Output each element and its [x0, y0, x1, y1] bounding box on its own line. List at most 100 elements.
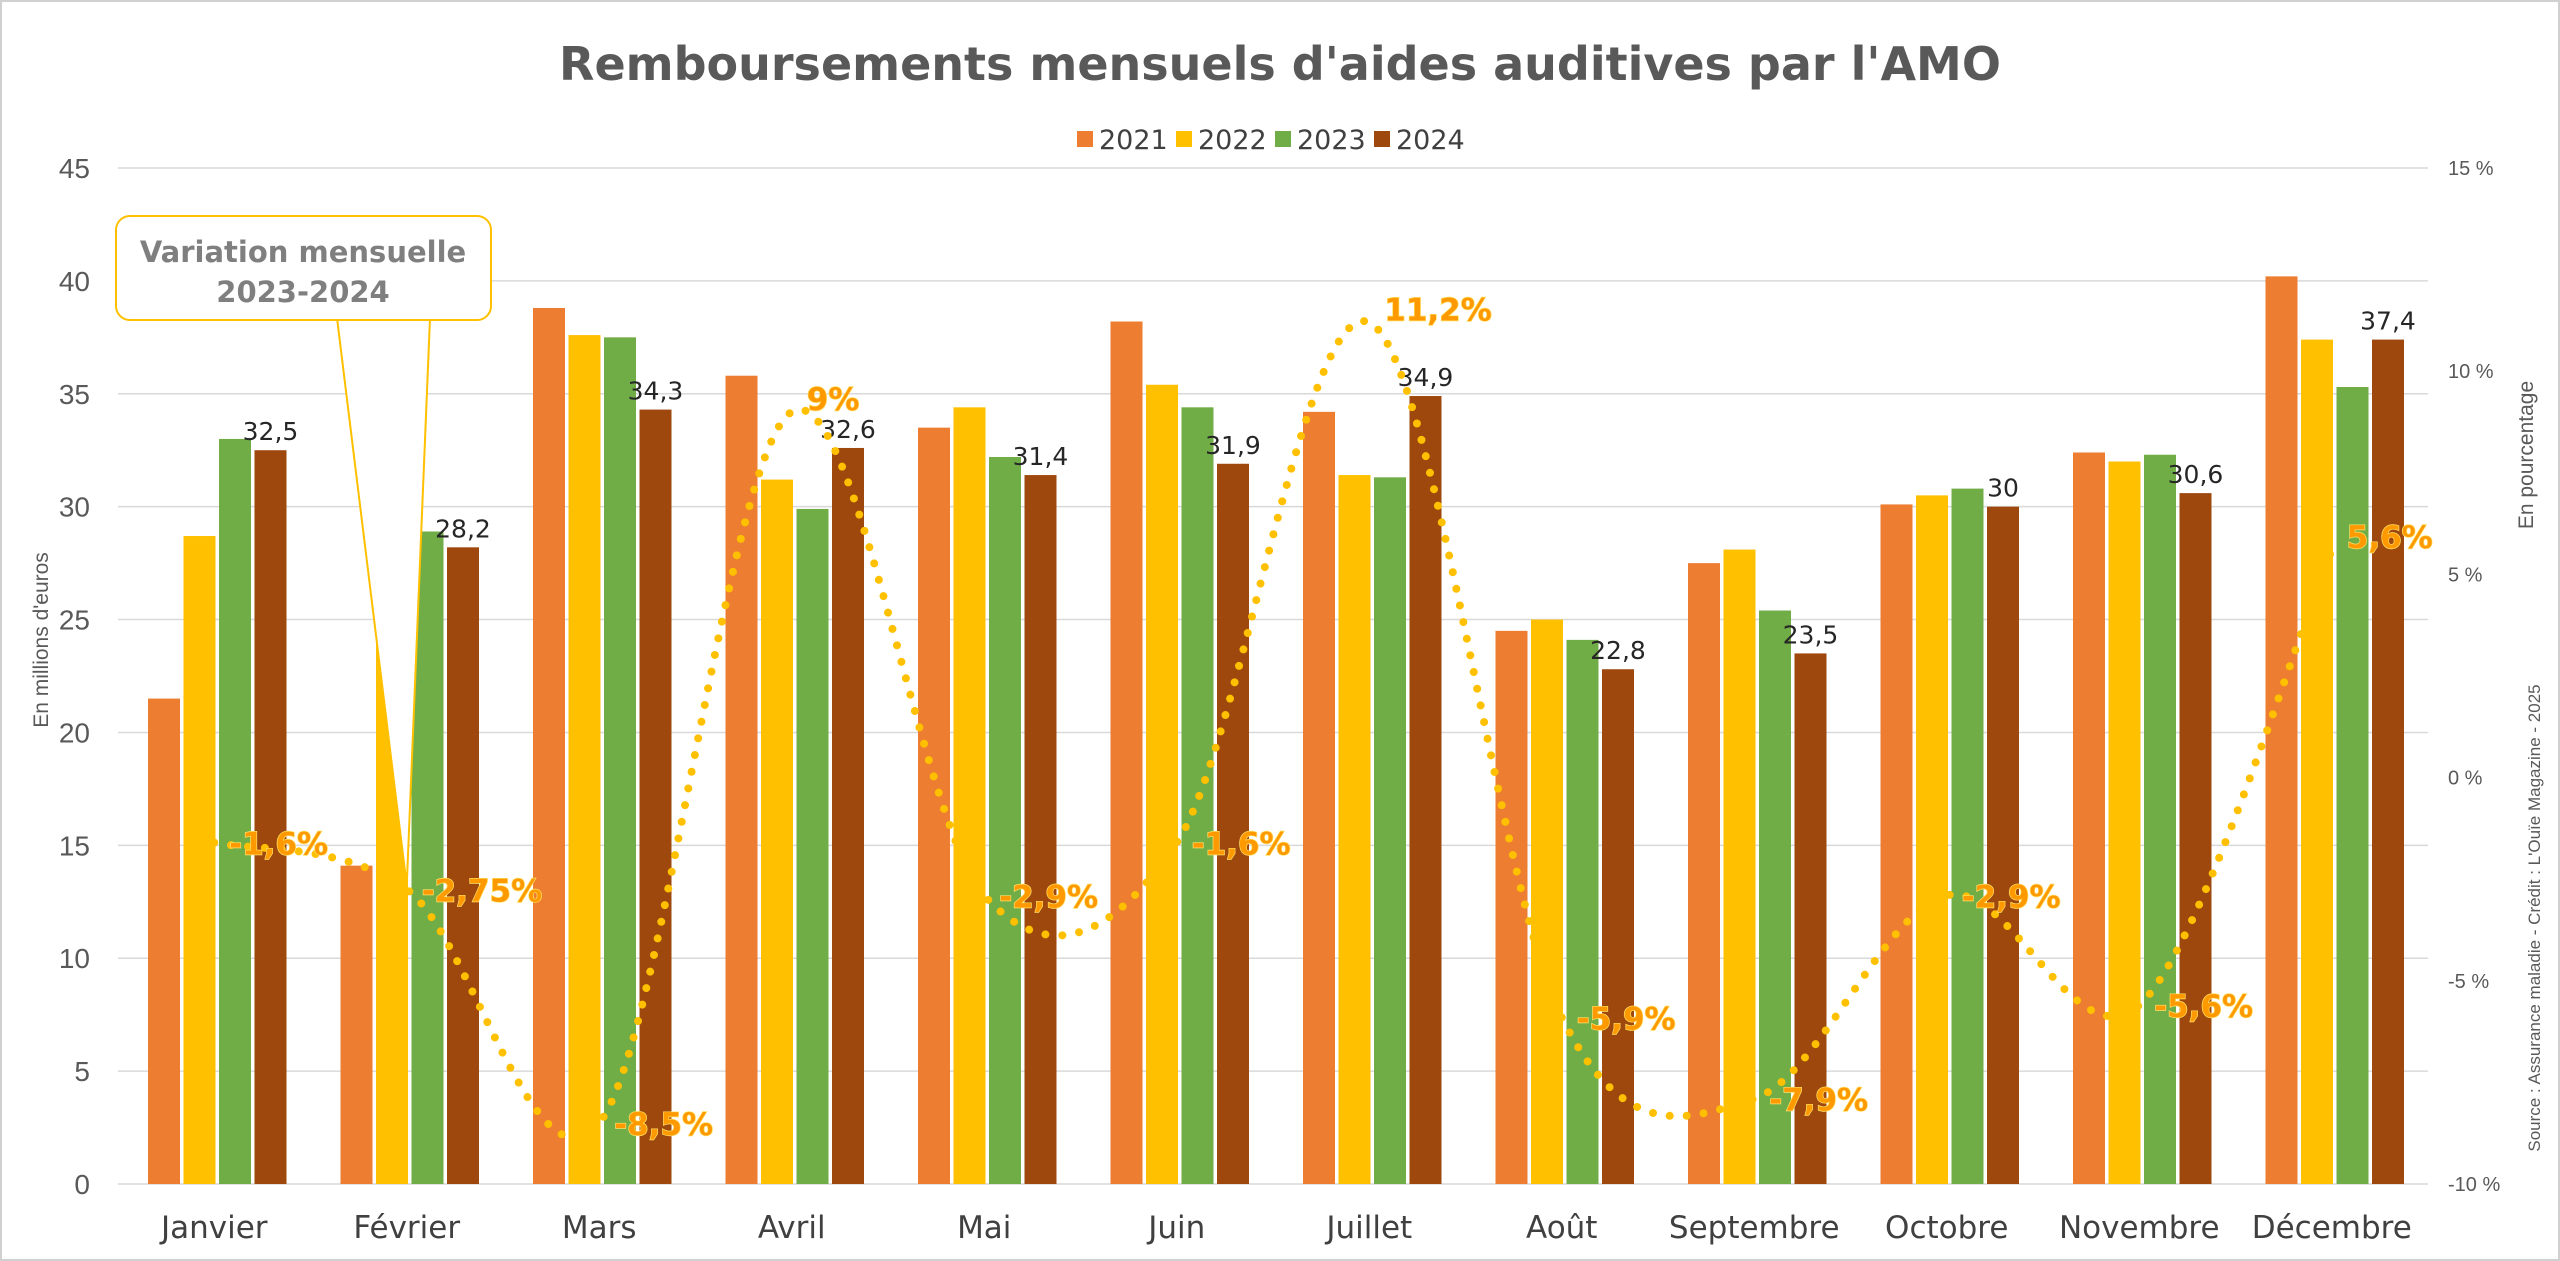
y-tick-label: 30: [59, 492, 90, 523]
source-credit: Source : Assurance maladie - Crédit : L'…: [2525, 684, 2544, 1151]
y-tick-label: 25: [59, 605, 90, 636]
bar-2022-mai: [953, 407, 986, 1184]
bar-2022-janvier: [183, 536, 216, 1184]
bar-2022-novembre: [2108, 461, 2141, 1184]
x-axis: Janvier Février Mars Avril Mai Juin Juillet Aoû…: [159, 1210, 2412, 1246]
variation-label-juin: -1,6%: [1192, 827, 1291, 863]
bar-2021-octobre: [1880, 504, 1913, 1184]
x-tick-label: Janvier: [159, 1210, 268, 1246]
bar-2024-avril: [832, 447, 864, 1184]
legend-label-2024: 2024: [1396, 125, 1465, 156]
y-tick-label: 5: [74, 1056, 90, 1087]
x-tick-label: Juillet: [1324, 1210, 1412, 1246]
variation-labels: -1,6% -2,75% -8,5% 9% -2,9% -1,6% 11,2% -5,9% -7…: [229, 292, 2434, 1144]
callout-text-line: Variation mensuelle: [140, 235, 466, 269]
bar-2022-octobre: [1916, 495, 1948, 1184]
y-axis-left: 0 5 10 15 20 25 30 35 40 45: [59, 153, 90, 1200]
legend-swatch-2024: [1374, 131, 1390, 147]
x-tick-label: Février: [353, 1210, 460, 1246]
bar-label-2024-août: 22,8: [1590, 636, 1646, 665]
bar-label-2024-mars: 34,3: [628, 377, 684, 406]
bar-2023-août: [1566, 639, 1599, 1184]
y-axis-right: -10 % -5 % 0 % 5 % 10 % 15 %: [2448, 158, 2500, 1196]
variation-callout: Variation mensuelle 2023-2024: [115, 215, 492, 887]
gridlines: [118, 167, 2428, 1185]
y-tick-label: 40: [59, 266, 90, 297]
variation-label-juillet: 11,2%: [1384, 292, 1492, 328]
bar-2023-octobre: [1951, 488, 1984, 1184]
y2-tick-label: 10 %: [2448, 361, 2494, 383]
bar-2021-avril: [725, 375, 758, 1184]
bar-label-2024-juin: 31,9: [1205, 431, 1261, 460]
bar-2024-novembre: [2179, 493, 2212, 1184]
bar-label-2024-septembre: 23,5: [1783, 620, 1839, 649]
chart-title: Remboursements mensuels d'aides auditive…: [559, 37, 2001, 91]
y2-tick-label: 15 %: [2448, 158, 2494, 180]
y2-axis-title: En pourcentage: [2515, 381, 2538, 529]
bar-2024-février: [447, 547, 479, 1184]
y2-tick-label: 0 %: [2448, 768, 2483, 790]
y-tick-label: 10: [59, 943, 90, 974]
bar-label-2024-octobre: 30: [1987, 474, 2019, 503]
variation-label-mai: -2,9%: [999, 879, 1098, 915]
bar-label-2024-mai: 31,4: [1013, 442, 1069, 471]
variation-label-décembre: 5,6%: [2347, 520, 2433, 556]
bar-data-labels: 32,528,234,332,631,4 31,934,922,823,530 30…: [243, 307, 2416, 666]
x-tick-label: Décembre: [2252, 1210, 2412, 1246]
bar-2022-juin: [1146, 384, 1178, 1184]
bar-2023-avril: [796, 508, 829, 1184]
bar-2023-septembre: [1759, 610, 1791, 1184]
bar-2021-novembre: [2073, 452, 2105, 1185]
bar-2022-juillet: [1338, 475, 1371, 1185]
y-axis-title: En millions d'euros: [30, 552, 53, 728]
bar-2023-décembre: [2336, 387, 2369, 1184]
x-tick-label: Août: [1526, 1210, 1597, 1246]
bar-2021-mars: [533, 307, 565, 1185]
variation-label-août: -5,9%: [1577, 1001, 1676, 1037]
bar-2021-juillet: [1303, 411, 1335, 1185]
bar-2021-février: [340, 865, 373, 1184]
bar-label-2024-février: 28,2: [435, 514, 491, 543]
legend-swatch-2021: [1077, 131, 1093, 147]
bar-2022-août: [1531, 619, 1563, 1184]
bar-label-2024-janvier: 32,5: [243, 417, 299, 446]
bar-2022-mars: [568, 335, 601, 1184]
y2-tick-label: 5 %: [2448, 564, 2483, 586]
variation-label-mars: -8,5%: [614, 1107, 713, 1143]
bar-2022-décembre: [2301, 339, 2333, 1184]
legend-label-2022: 2022: [1198, 125, 1267, 156]
y-tick-label: 15: [59, 830, 90, 861]
callout-box: [115, 215, 492, 321]
bar-2024-décembre: [2372, 339, 2404, 1184]
legend-label-2021: 2021: [1099, 125, 1168, 156]
bar-2022-septembre: [1723, 549, 1756, 1184]
bar-2024-août: [1602, 669, 1634, 1184]
bar-2024-octobre: [1987, 506, 2019, 1185]
bar-label-2024-novembre: 30,6: [2168, 460, 2224, 489]
y2-tick-label: -10 %: [2448, 1174, 2500, 1196]
bar-2024-janvier: [254, 450, 287, 1184]
bar-2023-mai: [989, 456, 1021, 1184]
y2-tick-label: -5 %: [2448, 971, 2489, 993]
bar-2023-juillet: [1374, 477, 1406, 1184]
legend-swatch-2023: [1275, 131, 1291, 147]
bar-2023-novembre: [2144, 454, 2176, 1184]
bar-2024-juin: [1217, 463, 1249, 1184]
callout-text-line: 2023-2024: [216, 275, 389, 309]
x-tick-label: Octobre: [1885, 1210, 2008, 1246]
bar-2021-janvier: [148, 698, 180, 1184]
legend: 2021 2022 2023 2024: [1077, 125, 1465, 156]
legend-label-2023: 2023: [1297, 125, 1366, 156]
variation-label-janvier: -1,6%: [229, 827, 328, 863]
variation-label-septembre: -7,9%: [1769, 1083, 1868, 1119]
y-tick-label: 20: [59, 717, 90, 748]
x-tick-label: Juin: [1146, 1210, 1205, 1246]
bar-2024-septembre: [1794, 653, 1827, 1184]
x-tick-label: Septembre: [1669, 1210, 1840, 1246]
y-tick-label: 45: [59, 153, 90, 184]
x-tick-label: Novembre: [2059, 1210, 2220, 1246]
x-tick-label: Mars: [562, 1210, 637, 1246]
variation-label-novembre: -5,6%: [2154, 989, 2253, 1025]
callout-pointer: [336, 317, 431, 887]
